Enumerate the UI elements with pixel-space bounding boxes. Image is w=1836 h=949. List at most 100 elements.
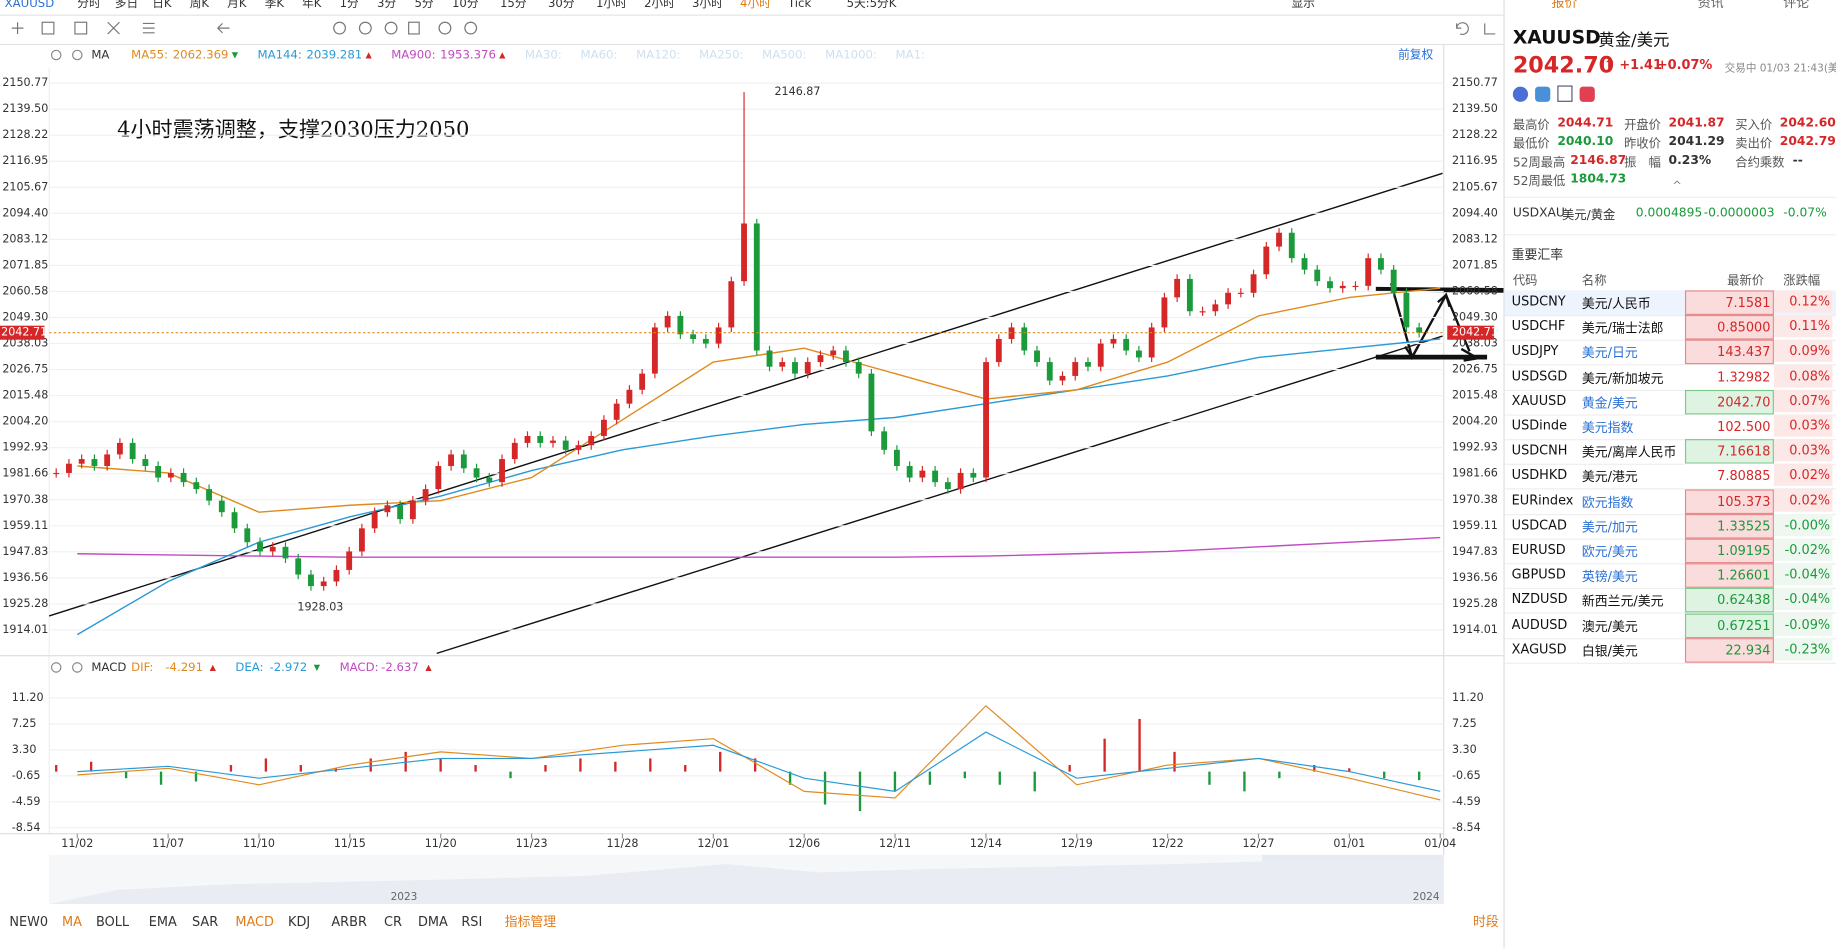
table-row[interactable]: USDCAD 美元/加元 1.33525 -0.00%	[1504, 513, 1836, 540]
indicator-tab[interactable]: NEW0	[9, 915, 48, 930]
period-tab[interactable]: 1小时	[596, 0, 627, 10]
tool-icon[interactable]	[358, 21, 372, 35]
table-row[interactable]: USDCNH 美元/离岸人民币 7.16618 0.03%	[1504, 439, 1836, 466]
table-row[interactable]: AUDUSD 澳元/美元 0.67251 -0.09%	[1504, 613, 1836, 639]
table-row[interactable]: XAUUSD 黄金/美元 2042.70 0.07%	[1504, 389, 1836, 416]
period-tab[interactable]: 10分	[452, 0, 479, 10]
tool-icon[interactable]	[216, 23, 230, 34]
panel-tab[interactable]: 评论	[1783, 0, 1810, 11]
period-tab[interactable]: 30分	[548, 0, 575, 10]
redo-icon[interactable]	[1484, 23, 1496, 35]
indicator-tab[interactable]: DMA	[418, 915, 448, 930]
indicator-tab[interactable]: KDJ	[288, 915, 310, 930]
dea-line	[77, 731, 1441, 792]
period-tab[interactable]: 季K	[265, 0, 285, 10]
period-tab[interactable]: Tick	[787, 0, 811, 10]
period-tab[interactable]: 4小时	[740, 0, 771, 10]
column-header[interactable]: 代码	[1512, 273, 1538, 289]
y-tick-label: 1992.93	[1452, 441, 1498, 454]
table-row[interactable]: USDCNY 美元/人民币 7.1581 0.12%	[1504, 290, 1836, 317]
close-icon[interactable]	[72, 662, 83, 673]
icon[interactable]	[1512, 86, 1529, 102]
column-header[interactable]: 名称	[1581, 273, 1607, 289]
icon[interactable]	[1557, 85, 1573, 102]
toolbar-symbol[interactable]: XAUUSD	[5, 0, 55, 10]
stat-value: 2042.60	[1779, 115, 1836, 130]
candle	[843, 350, 849, 363]
x-tick-label: 12/14	[970, 837, 1002, 850]
tool-icon[interactable]	[142, 22, 155, 34]
settings-icon[interactable]	[50, 49, 62, 61]
icon[interactable]	[1579, 86, 1595, 102]
candle	[944, 482, 951, 490]
period-tab[interactable]: 5分	[415, 0, 434, 10]
table-row[interactable]: USDSGD 美元/新加坡元 1.32982 0.08%	[1504, 364, 1836, 391]
indicator-tab[interactable]: CR	[384, 915, 402, 930]
drawing-tools[interactable]	[11, 21, 1496, 36]
collapse[interactable]: ^	[1672, 180, 1682, 194]
period-tab[interactable]: 15分	[500, 0, 527, 10]
undo-icon[interactable]	[1456, 22, 1469, 36]
panel-tab[interactable]: 报价	[1551, 0, 1578, 11]
cross-icon[interactable]	[11, 22, 24, 34]
tool-icon[interactable]	[464, 21, 478, 35]
period-tab[interactable]: 日K	[152, 0, 172, 10]
close-icon[interactable]	[72, 49, 83, 61]
period-tab[interactable]: 多日	[115, 0, 138, 10]
tool-icon[interactable]	[107, 21, 120, 35]
restore-btn[interactable]: 前复权	[1398, 48, 1433, 62]
table-row[interactable]: EURindex 欧元指数 105.373 0.02%	[1504, 488, 1836, 515]
indicator-tab[interactable]: BOLL	[96, 915, 130, 930]
period-tab[interactable]: 分时	[77, 0, 101, 10]
period-tab[interactable]: 年K	[302, 0, 322, 10]
table-row[interactable]: GBPUSD 英镑/美元 1.26601 -0.04%	[1504, 563, 1836, 590]
tool-icon[interactable]	[384, 21, 398, 35]
table-row[interactable]: USDHKD 美元/港元 7.80885 0.02%	[1504, 464, 1836, 490]
table-row[interactable]: USDCHF 美元/瑞士法郎 0.85000 0.11%	[1504, 315, 1836, 341]
indicator-tab[interactable]: MA	[62, 915, 82, 930]
chart-area: 4小时震荡调整，支撑2030压力2050 前复权 XAUUSD 分时 多日 日K 周K 月…	[0, 0, 1505, 931]
period-btn[interactable]: 时段	[1473, 915, 1499, 930]
period-tab[interactable]: 1分	[340, 0, 359, 10]
indicator-tab[interactable]: MACD	[235, 915, 274, 930]
candle	[779, 362, 786, 367]
period-tab[interactable]: 月K	[227, 0, 247, 10]
table-row[interactable]: XAGUSD 白银/美元 22.934 -0.23%	[1504, 637, 1836, 664]
panel-tab[interactable]: 资讯	[1697, 0, 1724, 11]
table-row[interactable]: USDJPY 美元/日元 143.437 0.09%	[1504, 340, 1836, 366]
indicator-tab[interactable]: RSI	[461, 915, 482, 930]
period-tab[interactable]: 2小时	[644, 0, 675, 10]
indicator-name[interactable]: MACD	[91, 660, 126, 674]
candle	[180, 472, 187, 483]
period-tab[interactable]: 3分	[377, 0, 396, 10]
y-tick-label: 2026.75	[2, 363, 48, 376]
indicator-name[interactable]: MA	[91, 48, 109, 62]
indicator-tab[interactable]: 指标管理	[505, 915, 557, 930]
period-tab[interactable]: 3小时	[692, 0, 723, 10]
column-header[interactable]: 最新价	[1727, 273, 1764, 289]
tool-icon[interactable]	[41, 21, 55, 35]
indicator-tab[interactable]: EMA	[149, 915, 177, 930]
icon[interactable]	[1535, 86, 1551, 102]
period-tab[interactable]: 周K	[190, 0, 210, 10]
indicator-tab[interactable]: SAR	[192, 915, 218, 930]
candle	[702, 338, 709, 344]
period-tab[interactable]: 5天:5分K	[847, 0, 897, 10]
code: EURindex	[1511, 492, 1574, 508]
table-row[interactable]: EURUSD 欧元/美元 1.09195 -0.02%	[1504, 538, 1836, 565]
tool-icon[interactable]	[74, 21, 88, 35]
tool-icon[interactable]	[438, 21, 452, 35]
table-row[interactable]: NZDUSD 新西兰元/美元 0.62438 -0.04%	[1504, 588, 1836, 615]
column-header[interactable]: 涨跌幅	[1783, 273, 1821, 289]
change-pct: 0.08%	[1773, 364, 1833, 388]
indicator-tab[interactable]: ARBR	[331, 915, 367, 930]
y-tick-label: 2038.03	[1452, 337, 1498, 350]
tool-icon[interactable]	[408, 21, 420, 35]
code: USDCNH	[1511, 442, 1568, 459]
x-tick-label: 12/11	[879, 837, 911, 850]
table-row[interactable]: USDinde 美元指数 102.500 0.03%	[1504, 414, 1836, 441]
legend-label: MA55:	[131, 48, 168, 62]
settings-icon[interactable]	[50, 662, 62, 673]
display-btn[interactable]: 显示	[1292, 0, 1315, 10]
tool-icon[interactable]	[333, 21, 347, 35]
